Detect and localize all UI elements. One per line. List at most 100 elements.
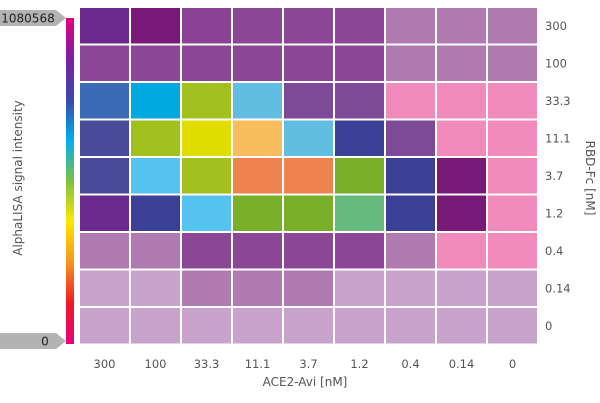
heatmap-cell-r1-c0 [80, 45, 129, 81]
heatmap-cell-r7-c4 [284, 270, 333, 306]
x-tick-label: 0.14 [449, 357, 475, 371]
heatmap-cell-r7-c0 [80, 270, 129, 306]
x-axis-title: ACE2-Avi [nM] [263, 375, 348, 389]
heatmap-cell-r0-c2 [182, 8, 231, 44]
heatmap-cell-r0-c1 [131, 8, 180, 44]
heatmap-cell-r6-c0 [80, 233, 129, 269]
heatmap-cell-r4-c0 [80, 158, 129, 194]
heatmap-cell-r1-c1 [131, 45, 180, 81]
heatmap-cells [80, 8, 537, 344]
y-tick-label: 0.4 [545, 244, 563, 258]
x-tick-labels: 300 100 33.3 11.1 3.7 1.2 0.4 0.14 0 [94, 357, 517, 371]
x-tick-label: 11.1 [245, 357, 271, 371]
heatmap-cell-r4-c1 [131, 158, 180, 194]
heatmap-cell-r4-c3 [233, 158, 282, 194]
heatmap-cell-r6-c7 [437, 233, 486, 269]
heatmap-cell-r8-c7 [437, 308, 486, 344]
x-tick-label: 0.4 [401, 357, 419, 371]
heatmap-cell-r7-c8 [488, 270, 537, 306]
heatmap-cell-r3-c5 [335, 120, 384, 156]
heatmap-cell-r8-c1 [131, 308, 180, 344]
y-tick-label: 300 [545, 19, 567, 33]
heatmap-cell-r3-c7 [437, 120, 486, 156]
heatmap-cell-r2-c7 [437, 83, 486, 119]
y-tick-label: 100 [545, 56, 567, 70]
heatmap-cell-r4-c4 [284, 158, 333, 194]
heatmap-cell-r1-c8 [488, 45, 537, 81]
heatmap-cell-r0-c5 [335, 8, 384, 44]
heatmap-cell-r3-c2 [182, 120, 231, 156]
heatmap-cell-r8-c6 [386, 308, 435, 344]
colorbar: 1080568 0 AlphaLISA signal intensity [0, 10, 74, 349]
heatmap-cell-r2-c6 [386, 83, 435, 119]
heatmap-cell-r5-c3 [233, 195, 282, 231]
heatmap-cell-r6-c3 [233, 233, 282, 269]
heatmap-cell-r2-c2 [182, 83, 231, 119]
colorbar-title: AlphaLISA signal intensity [11, 100, 25, 256]
y-tick-label: 1.2 [545, 206, 563, 220]
heatmap-cell-r1-c3 [233, 45, 282, 81]
heatmap-cell-r6-c1 [131, 233, 180, 269]
heatmap-cell-r6-c5 [335, 233, 384, 269]
heatmap-cell-r8-c8 [488, 308, 537, 344]
heatmap-cell-r3-c4 [284, 120, 333, 156]
heatmap-cell-r3-c0 [80, 120, 129, 156]
heatmap-cell-r6-c2 [182, 233, 231, 269]
heatmap-cell-r4-c7 [437, 158, 486, 194]
x-tick-label: 100 [145, 357, 167, 371]
heatmap-cell-r1-c2 [182, 45, 231, 81]
y-tick-label: 33.3 [545, 94, 571, 108]
heatmap-cell-r0-c4 [284, 8, 333, 44]
heatmap-cell-r1-c6 [386, 45, 435, 81]
heatmap-cell-r1-c4 [284, 45, 333, 81]
heatmap-cell-r6-c4 [284, 233, 333, 269]
heatmap-cell-r7-c6 [386, 270, 435, 306]
x-tick-label: 33.3 [194, 357, 220, 371]
x-tick-label: 300 [94, 357, 116, 371]
heatmap-cell-r5-c5 [335, 195, 384, 231]
heatmap-cell-r4-c5 [335, 158, 384, 194]
heatmap-cell-r2-c1 [131, 83, 180, 119]
heatmap-cell-r4-c2 [182, 158, 231, 194]
y-tick-label: 11.1 [545, 131, 571, 145]
heatmap-cell-r6-c8 [488, 233, 537, 269]
heatmap-cell-r4-c6 [386, 158, 435, 194]
x-tick-label: 3.7 [299, 357, 317, 371]
heatmap-cell-r0-c7 [437, 8, 486, 44]
heatmap-cell-r8-c2 [182, 308, 231, 344]
heatmap-cell-r1-c5 [335, 45, 384, 81]
heatmap-cell-r8-c0 [80, 308, 129, 344]
heatmap-cell-r0-c8 [488, 8, 537, 44]
y-tick-label: 0.14 [545, 281, 571, 295]
heatmap-cell-r7-c2 [182, 270, 231, 306]
colorbar-gradient [66, 18, 74, 344]
colorbar-min-badge: 0 [0, 333, 66, 349]
heatmap-cell-r3-c6 [386, 120, 435, 156]
heatmap-cell-r8-c3 [233, 308, 282, 344]
heatmap-cell-r0-c6 [386, 8, 435, 44]
y-tick-labels: 300 100 33.3 11.1 3.7 1.2 0.4 0.14 0 [545, 19, 571, 333]
heatmap-cell-r7-c7 [437, 270, 486, 306]
heatmap-cell-r1-c7 [437, 45, 486, 81]
heatmap-cell-r5-c7 [437, 195, 486, 231]
x-tick-label: 0 [509, 357, 516, 371]
heatmap-cell-r8-c4 [284, 308, 333, 344]
heatmap-cell-r3-c3 [233, 120, 282, 156]
colorbar-min-label: 0 [41, 335, 49, 349]
heatmap-cell-r0-c0 [80, 8, 129, 44]
heatmap-cell-r0-c3 [233, 8, 282, 44]
heatmap-cell-r5-c6 [386, 195, 435, 231]
heatmap-cell-r5-c8 [488, 195, 537, 231]
heatmap-cell-r3-c8 [488, 120, 537, 156]
heatmap-cell-r7-c1 [131, 270, 180, 306]
heatmap-cell-r5-c1 [131, 195, 180, 231]
heatmap-cell-r3-c1 [131, 120, 180, 156]
heatmap-cell-r5-c0 [80, 195, 129, 231]
y-tick-label: 3.7 [545, 169, 563, 183]
heatmap-cell-r7-c5 [335, 270, 384, 306]
y-tick-label: 0 [545, 319, 552, 333]
colorbar-max-label: 1080568 [1, 12, 54, 26]
heatmap-cell-r2-c0 [80, 83, 129, 119]
heatmap-cell-r5-c2 [182, 195, 231, 231]
